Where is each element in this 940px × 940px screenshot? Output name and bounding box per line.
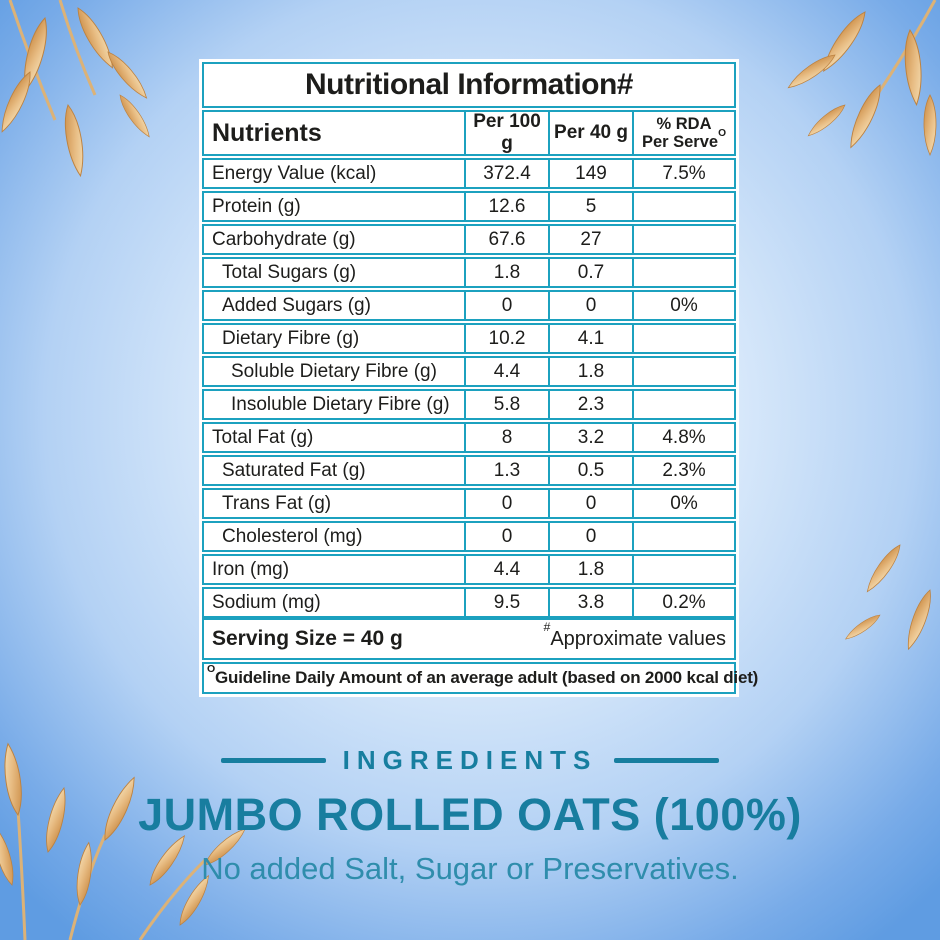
nutrient-row: Insoluble Dietary Fibre (g) 5.8 2.3 [202, 389, 736, 420]
nutrient-label: Carbohydrate (g) [212, 228, 356, 250]
value-per-40g: 4.1 [548, 325, 632, 352]
left-dash-decoration [220, 758, 326, 763]
nutrient-row: Carbohydrate (g) 67.6 27 [202, 224, 736, 255]
table-title: Nutritional Information# [202, 62, 736, 108]
nutrient-rows: Energy Value (kcal) 372.4 149 7.5% Protein (… [202, 158, 736, 618]
value-per-40g: 27 [548, 226, 632, 253]
nutrient-row: Cholesterol (mg) 0 0 [202, 521, 736, 552]
guideline-note: OGuideline Daily Amount of an average ad… [207, 662, 759, 687]
product-name: JUMBO ROLLED OATS (100%) [138, 789, 802, 840]
oat-grains-top-right-icon [784, 0, 937, 156]
nutrient-label: Protein (g) [212, 195, 301, 217]
value-rda-per-serve [632, 193, 734, 220]
guideline-note-row: OGuideline Daily Amount of an average ad… [202, 662, 758, 694]
column-header-per-40g: Per 40 g [548, 112, 632, 154]
value-per-100g: 372.4 [464, 160, 548, 187]
nutrient-label: Cholesterol (mg) [222, 525, 363, 547]
value-per-100g: 10.2 [464, 325, 548, 352]
nutrient-row: Trans Fat (g) 0 0 0% [202, 488, 736, 519]
serving-size-row: Serving Size = 40 g #Approximate values [202, 618, 736, 660]
value-per-100g: 0 [464, 292, 548, 319]
nutrient-label: Trans Fat (g) [222, 492, 332, 514]
value-per-100g: 67.6 [464, 226, 548, 253]
ingredients-heading-label: INGREDIENTS [342, 745, 598, 775]
value-per-40g: 149 [548, 160, 632, 187]
table-header-row: Nutrients Per 100 g Per 40 g % RDA Per S… [202, 110, 736, 156]
value-rda-per-serve: 4.8% [632, 424, 734, 451]
value-rda-per-serve [632, 391, 734, 418]
value-rda-per-serve: 2.3% [632, 457, 734, 484]
value-rda-per-serve: 7.5% [632, 160, 734, 187]
value-per-40g: 3.8 [548, 589, 632, 616]
value-per-100g: 9.5 [464, 589, 548, 616]
value-per-40g: 0 [548, 292, 632, 319]
column-header-per-100g: Per 100 g [464, 111, 548, 154]
nutrient-row: Soluble Dietary Fibre (g) 4.4 1.8 [202, 356, 736, 387]
rda-header-line1: % RDA [656, 114, 712, 133]
value-per-40g: 0.7 [548, 259, 632, 286]
nutrient-row: Dietary Fibre (g) 10.2 4.1 [202, 323, 736, 354]
value-per-40g: 2.3 [548, 391, 632, 418]
value-per-100g: 12.6 [464, 193, 548, 220]
value-per-40g: 5 [548, 193, 632, 220]
value-rda-per-serve: 0.2% [632, 589, 734, 616]
nutrient-label: Saturated Fat (g) [222, 459, 366, 481]
nutrient-label: Dietary Fibre (g) [222, 327, 360, 349]
nutrient-label: Insoluble Dietary Fibre (g) [231, 393, 450, 415]
value-per-100g: 8 [464, 424, 548, 451]
nutrient-label: Added Sugars (g) [222, 294, 371, 316]
oat-grains-right-middle-icon [842, 541, 937, 652]
oat-grains-top-left-icon [0, 0, 154, 178]
nutrient-label: Soluble Dietary Fibre (g) [231, 360, 437, 382]
nutrient-row: Protein (g) 12.6 5 [202, 191, 736, 222]
value-per-100g: 0 [464, 523, 548, 550]
nutrient-label: Total Sugars (g) [222, 261, 357, 283]
value-per-40g: 1.8 [548, 556, 632, 583]
nutrient-row: Saturated Fat (g) 1.3 0.5 2.3% [202, 455, 736, 486]
nutrient-label: Total Fat (g) [212, 426, 314, 448]
nutrient-row: Sodium (mg) 9.5 3.8 0.2% [202, 587, 736, 618]
nutrient-row: Energy Value (kcal) 372.4 149 7.5% [202, 158, 736, 189]
value-per-40g: 1.8 [548, 358, 632, 385]
column-header-rda-per-serve: % RDA Per ServeO [632, 112, 734, 154]
value-per-100g: 4.4 [464, 358, 548, 385]
value-rda-per-serve [632, 226, 734, 253]
column-header-nutrients: Nutrients [212, 118, 322, 147]
value-per-100g: 4.4 [464, 556, 548, 583]
value-rda-per-serve: 0% [632, 292, 734, 319]
value-rda-per-serve [632, 556, 734, 583]
nutrient-row: Added Sugars (g) 0 0 0% [202, 290, 736, 321]
value-per-40g: 0.5 [548, 457, 632, 484]
value-rda-per-serve [632, 523, 734, 550]
value-per-40g: 0 [548, 490, 632, 517]
value-per-40g: 3.2 [548, 424, 632, 451]
rda-header-line2: Per ServeO [641, 127, 727, 151]
ingredients-heading: INGREDIENTS [0, 745, 940, 776]
nutrient-row: Iron (mg) 4.4 1.8 [202, 554, 736, 585]
value-rda-per-serve: 0% [632, 490, 734, 517]
serving-size-label: Serving Size = 40 g [212, 627, 403, 650]
nutrient-label: Energy Value (kcal) [212, 162, 377, 184]
value-rda-per-serve [632, 259, 734, 286]
value-rda-per-serve [632, 325, 734, 352]
nutrient-row: Total Sugars (g) 1.8 0.7 [202, 257, 736, 288]
value-per-40g: 0 [548, 523, 632, 550]
value-per-100g: 5.8 [464, 391, 548, 418]
no-additives-tagline: No added Salt, Sugar or Preservatives. [201, 851, 739, 886]
nutrient-row: Total Fat (g) 8 3.2 4.8% [202, 422, 736, 453]
value-per-100g: 1.3 [464, 457, 548, 484]
nutrient-label: Sodium (mg) [212, 591, 321, 613]
value-per-100g: 1.8 [464, 259, 548, 286]
approximate-values-note: #Approximate values [543, 620, 726, 650]
value-rda-per-serve [632, 358, 734, 385]
nutrient-label: Iron (mg) [212, 558, 290, 580]
value-per-100g: 0 [464, 490, 548, 517]
right-dash-decoration [614, 758, 720, 763]
nutritional-information-table: Nutritional Information# Nutrients Per 1… [199, 59, 758, 697]
